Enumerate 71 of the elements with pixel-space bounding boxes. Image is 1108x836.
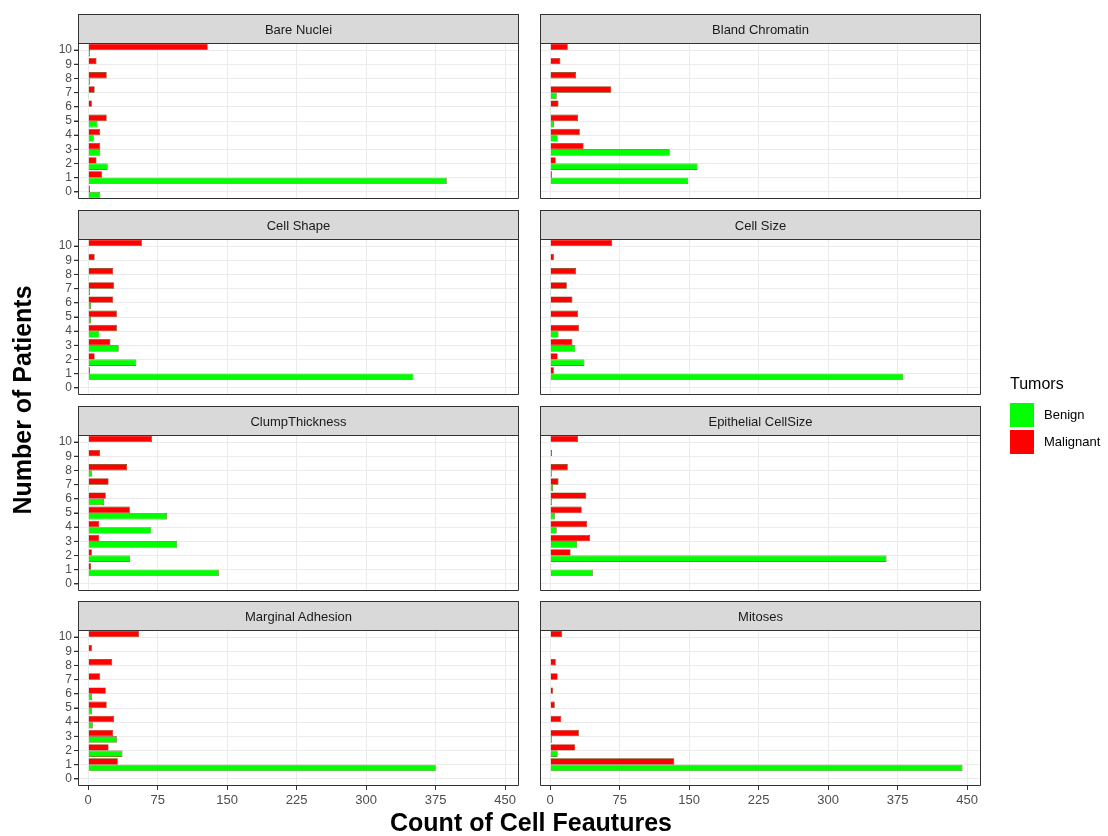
y-axis-title: Number of Patients (7, 285, 37, 515)
y-tick-label: 7 (65, 84, 73, 99)
y-tick-label: 8 (65, 462, 73, 477)
y-tick-label: 10 (58, 434, 73, 449)
y-tick-label: 4 (65, 323, 73, 338)
x-tick-label: 375 (886, 792, 909, 808)
y-tick-label: 2 (65, 155, 73, 170)
y-tick-label: 7 (65, 476, 73, 491)
x-tick-label: 0 (84, 792, 92, 808)
x-tick-label: 225 (747, 792, 770, 808)
y-tick-label: 0 (65, 771, 73, 786)
x-tick-label: 75 (150, 792, 165, 808)
y-tick-label: 3 (65, 141, 73, 156)
y-tick-label: 0 (65, 576, 73, 591)
x-tick-label: 150 (216, 792, 239, 808)
y-tick-label: 4 (65, 714, 73, 729)
y-tick-label: 9 (65, 643, 73, 658)
y-tick-label: 6 (65, 686, 73, 701)
y-tick-label: 3 (65, 728, 73, 743)
chart-title: Mitoses (540, 601, 981, 631)
chart-title: Marginal Adhesion (78, 601, 519, 631)
y-tick-label: 8 (65, 657, 73, 672)
chart-title: Epithelial CellSize (540, 406, 981, 436)
y-tick-label: 5 (65, 113, 73, 128)
chart-title: Bare Nuclei (78, 14, 519, 44)
y-tick-label: 2 (65, 351, 73, 366)
y-tick-label: 9 (65, 252, 73, 267)
y-tick-label: 2 (65, 547, 73, 562)
y-tick-label: 8 (65, 266, 73, 281)
y-tick-label: 1 (65, 170, 73, 185)
y-tick-label: 5 (65, 309, 73, 324)
chart-title: Cell Shape (78, 210, 519, 240)
y-tick-label: 6 (65, 491, 73, 506)
y-tick-label: 4 (65, 519, 73, 534)
y-tick-label: 5 (65, 700, 73, 715)
chart-title: Cell Size (540, 210, 981, 240)
y-tick-label: 9 (65, 448, 73, 463)
y-tick-label: 10 (58, 238, 73, 253)
legend-label: Benign (1044, 407, 1085, 422)
y-tick-label: 3 (65, 337, 73, 352)
y-tick-label: 1 (65, 562, 73, 577)
chart-title: Bland Chromatin (540, 14, 981, 44)
y-tick-label: 5 (65, 505, 73, 520)
x-tick-label: 300 (355, 792, 377, 808)
x-tick-label: 300 (817, 792, 839, 808)
x-tick-label: 0 (546, 792, 554, 808)
y-tick-label: 9 (65, 56, 73, 71)
legend-label: Malignant (1044, 434, 1101, 449)
x-tick-label: 450 (956, 792, 978, 808)
y-tick-label: 6 (65, 295, 73, 310)
chart-title: ClumpThickness (78, 406, 519, 436)
legend-title: Tumors (1010, 375, 1065, 393)
y-tick-label: 0 (65, 184, 73, 199)
y-tick-label: 10 (58, 629, 73, 644)
y-tick-label: 7 (65, 671, 73, 686)
y-tick-label: 0 (65, 380, 73, 395)
x-tick-label: 450 (494, 792, 516, 808)
y-tick-label: 1 (65, 366, 73, 381)
y-tick-label: 4 (65, 127, 73, 142)
y-tick-label: 3 (65, 533, 73, 548)
x-tick-label: 150 (678, 792, 701, 808)
y-tick-label: 8 (65, 70, 73, 85)
y-tick-label: 7 (65, 280, 73, 295)
x-axis-title: Count of Cell Feautures (389, 808, 673, 836)
y-tick-label: 1 (65, 757, 73, 772)
y-tick-label: 2 (65, 742, 73, 757)
x-tick-label: 225 (285, 792, 308, 808)
y-tick-label: 6 (65, 99, 73, 114)
x-tick-label: 375 (424, 792, 447, 808)
x-tick-label: 75 (612, 792, 627, 808)
y-tick-label: 10 (58, 42, 73, 57)
